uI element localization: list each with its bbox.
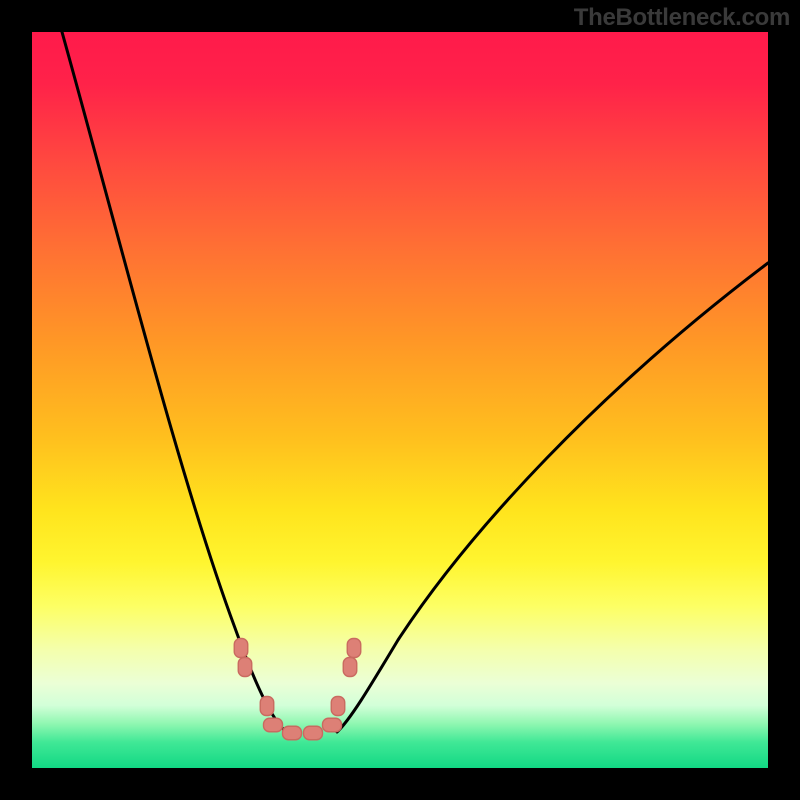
marker-left-2 — [260, 697, 274, 716]
marker-right-0 — [347, 639, 361, 658]
marker-right-3 — [323, 718, 342, 732]
marker-right-2 — [331, 697, 345, 716]
gradient-plot-area — [32, 32, 768, 768]
marker-left-3 — [264, 718, 283, 732]
marker-left-4 — [283, 726, 302, 740]
marker-left-0 — [234, 639, 248, 658]
marker-right-1 — [343, 658, 357, 677]
watermark-text: TheBottleneck.com — [574, 4, 790, 32]
marker-left-1 — [238, 658, 252, 677]
marker-right-4 — [304, 726, 323, 740]
bottleneck-chart — [0, 0, 800, 800]
